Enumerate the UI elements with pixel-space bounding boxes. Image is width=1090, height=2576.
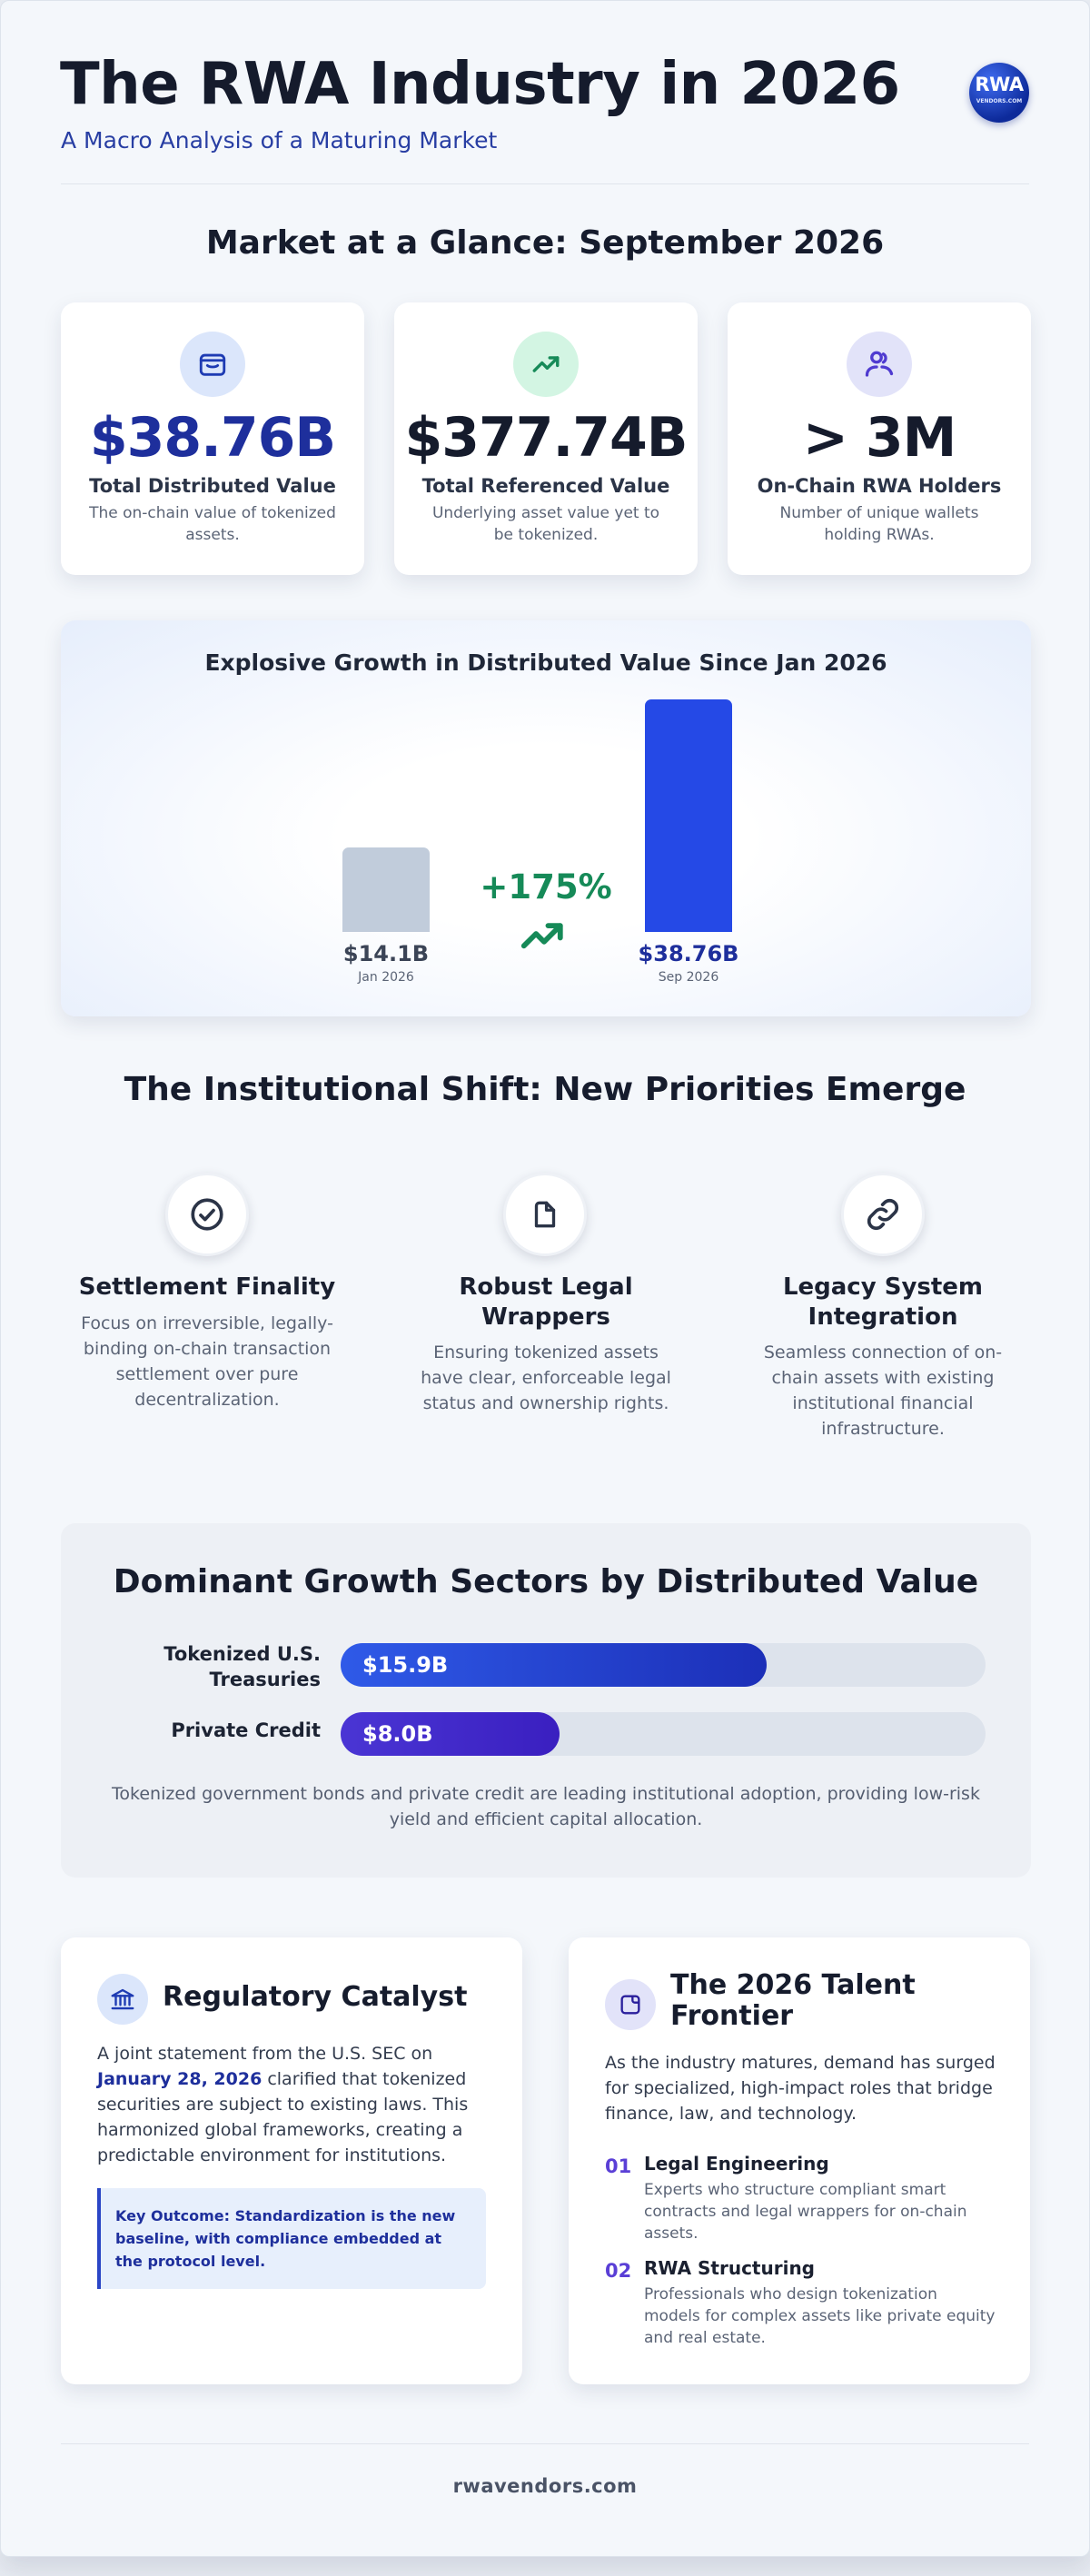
priority-description: Focus on irreversible, legally-binding o… — [81, 1313, 333, 1410]
role-description: Experts who structure compliant smart co… — [644, 2181, 967, 2243]
priority-title: Robust Legal Wrappers — [459, 1273, 633, 1331]
regulatory-text-part: clarified that tokenized securities are … — [97, 2069, 469, 2165]
talent-card: The 2026 Talent Frontier As the industry… — [569, 1937, 1030, 2384]
stat-description: Number of unique wallets holding RWAs. — [779, 504, 979, 544]
sector-track: $15.9B — [341, 1643, 986, 1687]
sectors-panel: Dominant Growth Sectors by Distributed V… — [61, 1523, 1031, 1878]
regulatory-text: A joint statement from the U.S. SEC on J… — [97, 2041, 493, 2168]
sector-label: Private Credit — [171, 1719, 321, 1741]
role-number: 02 — [605, 2260, 632, 2282]
stat-card-referenced: $377.74B Total Referenced Value Underlyi… — [394, 302, 698, 575]
regulatory-text-part: A joint statement from the U.S. SEC on — [97, 2044, 433, 2064]
stat-label: Total Referenced Value — [421, 475, 670, 497]
key-outcome-callout: Key Outcome: Standardization is the new … — [97, 2188, 486, 2289]
glance-title: Market at a Glance: September 2026 — [205, 224, 885, 262]
stat-value: > 3M — [802, 406, 957, 470]
growth-bar-sep-2026 — [645, 699, 732, 932]
bar-category-label: Jan 2026 — [358, 970, 414, 985]
stat-label: On-Chain RWA Holders — [757, 475, 1002, 497]
check-circle-icon — [165, 1173, 249, 1256]
sectors-title: Dominant Growth Sectors by Distributed V… — [113, 1563, 979, 1600]
priority-title: Legacy System Integration — [782, 1273, 984, 1331]
wallet-icon — [180, 332, 245, 397]
chart-title: Explosive Growth in Distributed Value Si… — [204, 649, 887, 676]
stat-card-distributed: $38.76B Total Distributed Value The on-c… — [61, 302, 364, 575]
stat-card-holders: > 3M On-Chain RWA Holders Number of uniq… — [728, 302, 1031, 575]
sector-bar-treasuries: $15.9B — [341, 1643, 767, 1687]
sector-value: $15.9B — [362, 1652, 449, 1678]
users-icon — [847, 332, 912, 397]
page-title: The RWA Industry in 2026 — [60, 51, 900, 118]
role-title: Legal Engineering — [644, 2153, 829, 2175]
link-icon — [841, 1173, 925, 1256]
stat-description: Underlying asset value yet to be tokeniz… — [431, 504, 660, 544]
priority-description: Ensuring tokenized assets have clear, en… — [421, 1342, 671, 1413]
logo-text: RWA — [975, 74, 1024, 95]
role-description: Professionals who design tokenization mo… — [644, 2285, 996, 2347]
regulatory-date: January 28, 2026 — [97, 2069, 263, 2089]
stat-description: The on-chain value of tokenized assets. — [89, 504, 336, 544]
stat-label: Total Distributed Value — [89, 475, 336, 497]
footer-divider — [61, 2443, 1029, 2444]
regulatory-card: Regulatory Catalyst A joint statement fr… — [61, 1937, 522, 2384]
institutional-title: The Institutional Shift: New Priorities … — [124, 1071, 966, 1108]
stat-value: $377.74B — [404, 406, 688, 470]
stat-value: $38.76B — [89, 406, 336, 470]
talent-title: The 2026 Talent Frontier — [670, 1969, 916, 2032]
page-subtitle: A Macro Analysis of a Maturing Market — [61, 127, 498, 154]
growth-bar-jan-2026 — [342, 847, 430, 932]
trending-up-icon — [520, 916, 569, 956]
sector-bar-private-credit: $8.0B — [341, 1712, 560, 1756]
logo[interactable]: RWA VENDORS.COM — [969, 63, 1029, 123]
talent-intro: As the industry matures, demand has surg… — [605, 2053, 996, 2124]
sector-label: Tokenized U.S. Treasuries — [164, 1643, 321, 1690]
sector-track: $8.0B — [341, 1712, 986, 1756]
priority-description: Seamless connection of on-chain assets w… — [763, 1342, 1003, 1439]
regulatory-title: Regulatory Catalyst — [163, 1981, 468, 2013]
bar-category-label: Sep 2026 — [658, 970, 719, 985]
growth-change-label: +175% — [480, 867, 612, 907]
bank-icon — [97, 1974, 148, 2025]
id-card-icon — [605, 1979, 656, 2030]
document-icon — [503, 1173, 587, 1256]
priority-title: Settlement Finality — [78, 1273, 336, 1301]
header-divider — [61, 183, 1029, 184]
sectors-note: Tokenized government bonds and private c… — [112, 1784, 980, 1829]
role-title: RWA Structuring — [644, 2257, 815, 2279]
role-number: 01 — [605, 2155, 632, 2177]
logo-subtext: VENDORS.COM — [976, 98, 1023, 104]
sector-value: $8.0B — [362, 1721, 433, 1747]
bar-value-label: $38.76B — [638, 941, 739, 966]
footer-link[interactable]: rwavendors.com — [452, 2475, 638, 2497]
growth-chart-card: Explosive Growth in Distributed Value Si… — [61, 620, 1031, 1016]
trending-up-icon — [513, 332, 579, 397]
bar-value-label: $14.1B — [342, 941, 430, 966]
